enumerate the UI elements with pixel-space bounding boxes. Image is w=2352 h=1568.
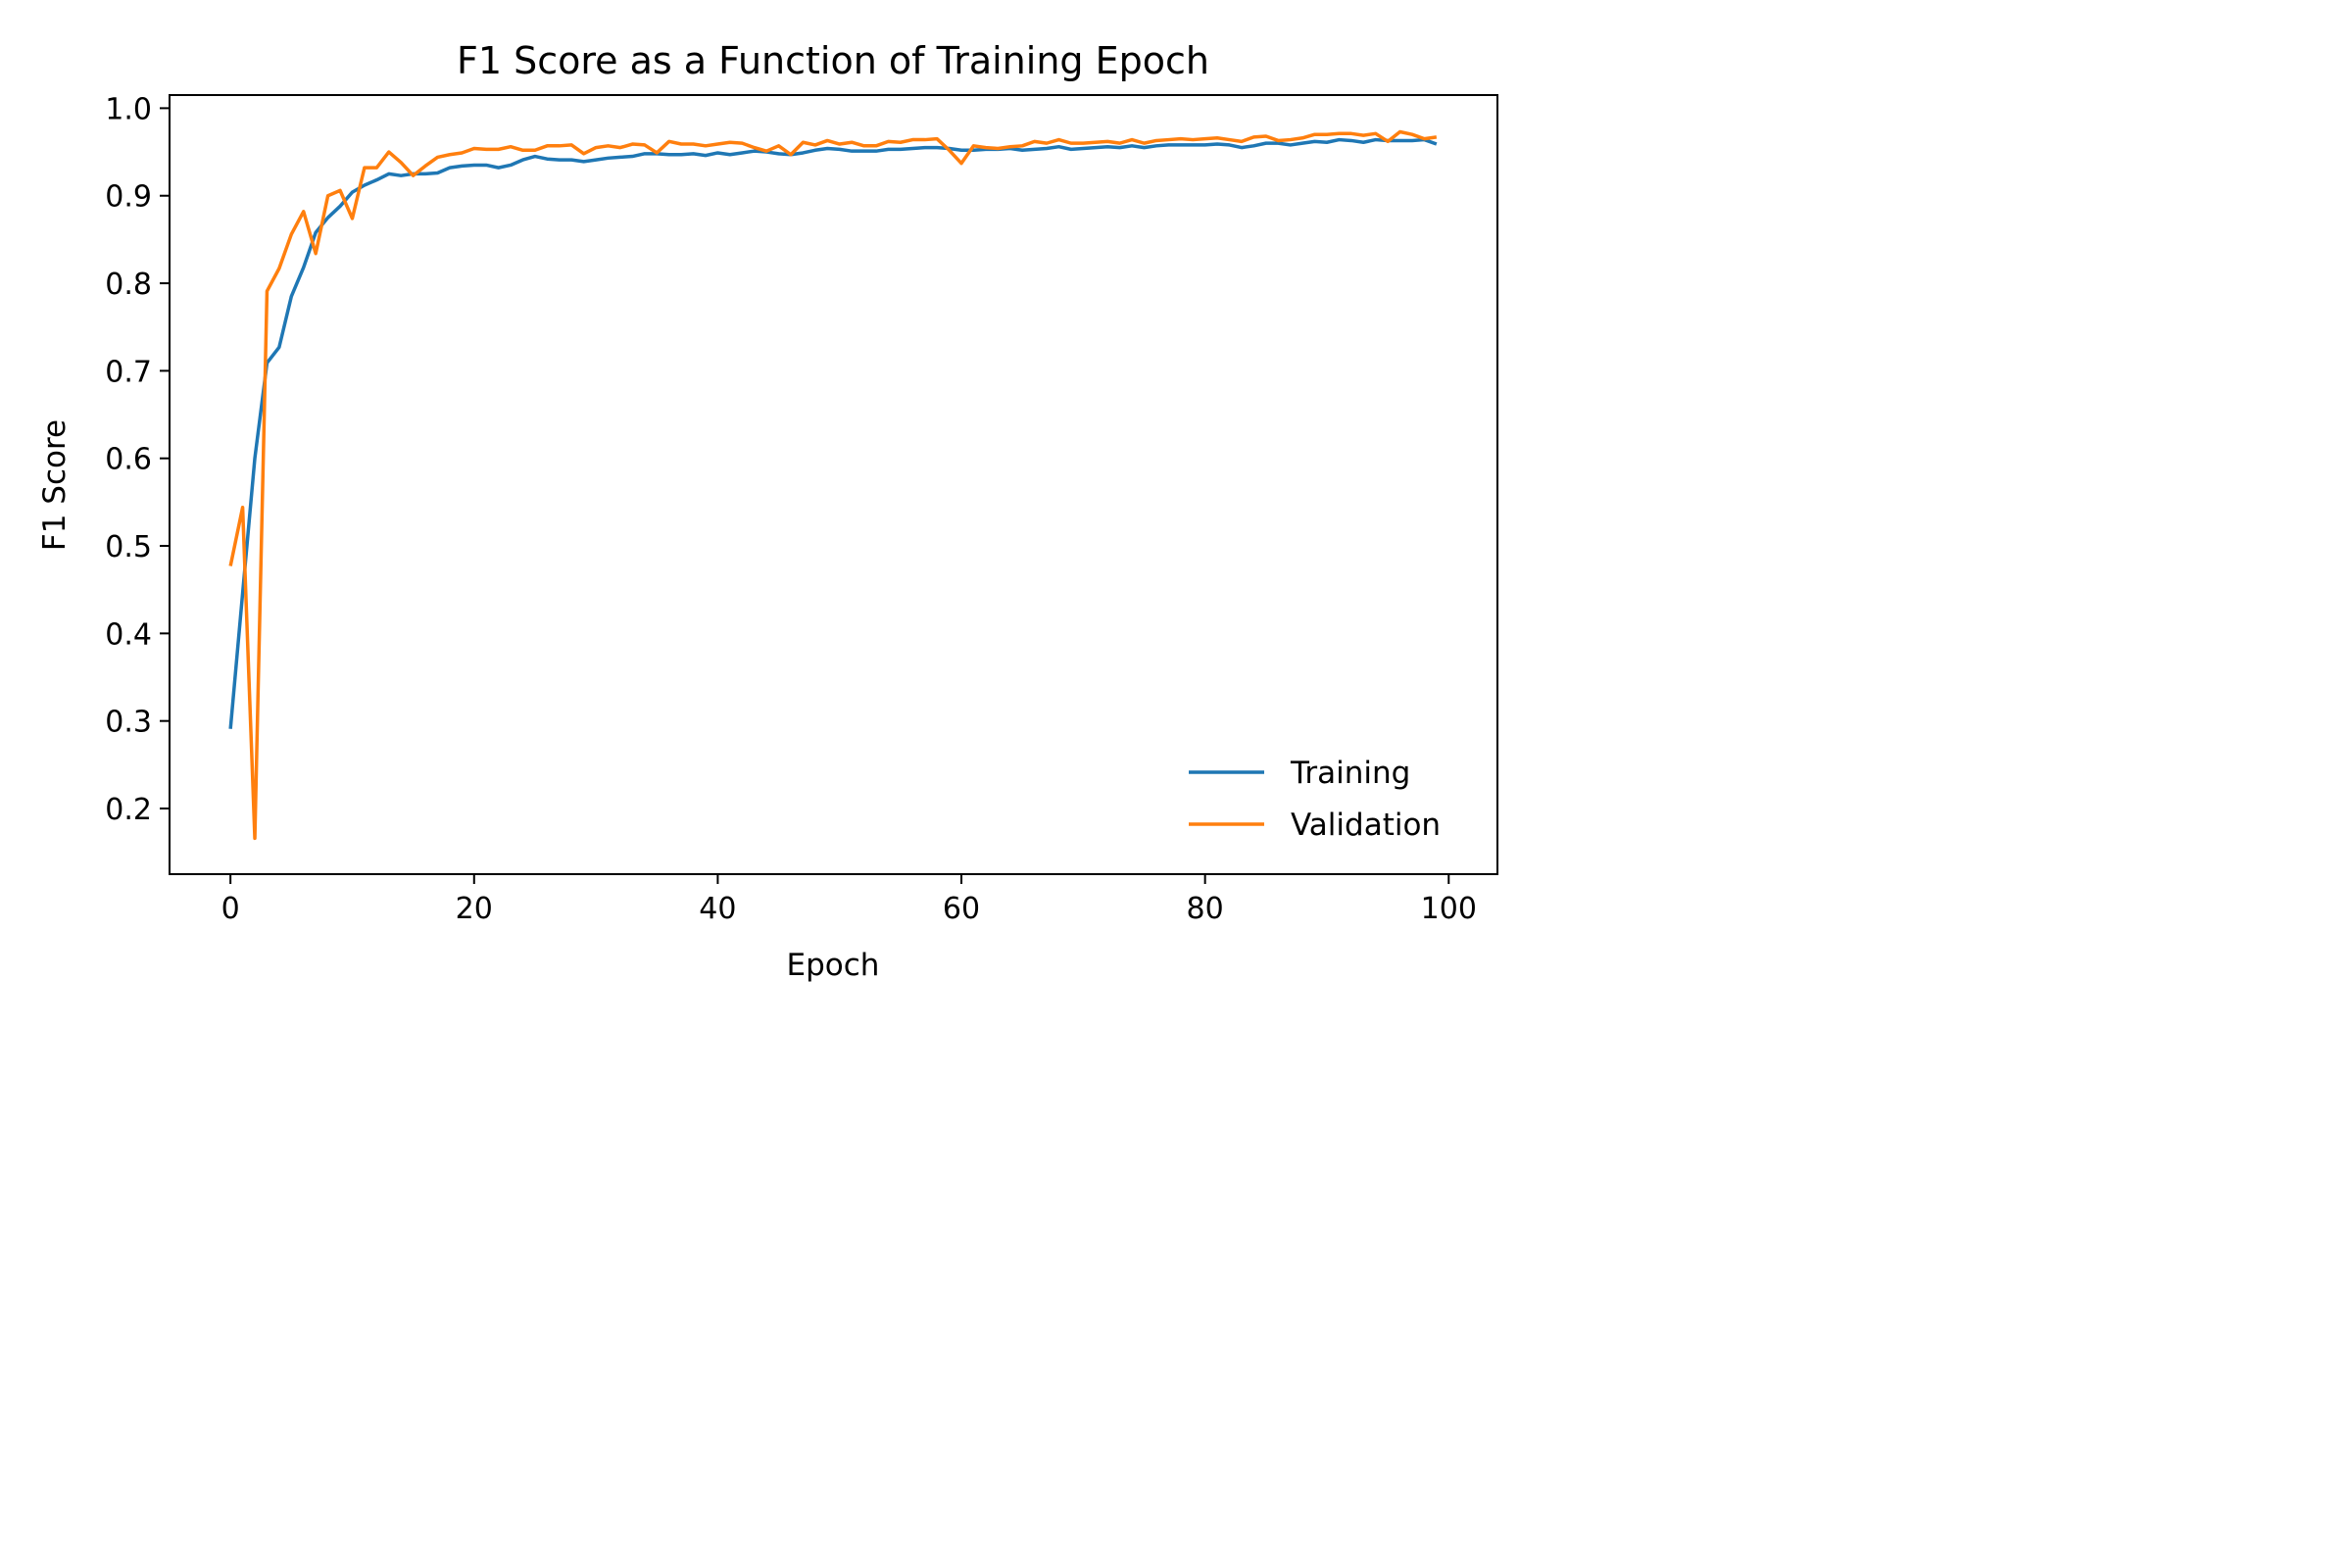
y-tick-label: 0.4: [105, 617, 152, 652]
y-tick-label: 0.9: [105, 180, 152, 215]
x-axis-label: Epoch: [787, 948, 880, 983]
x-tick-label: 100: [1421, 892, 1477, 926]
y-tick-label: 1.0: [105, 92, 152, 126]
x-tick-label: 40: [699, 892, 736, 926]
x-tick-label: 60: [943, 892, 980, 926]
y-tick-label: 0.7: [105, 355, 152, 389]
x-tick-label: 20: [456, 892, 493, 926]
y-tick-label: 0.5: [105, 530, 152, 564]
series-layer: [228, 129, 1438, 841]
y-tick-label: 0.2: [105, 793, 152, 827]
y-axis-ticks: 0.2 0.3 0.4 0.5 0.6 0.7 0.8 0.9 1.0: [105, 92, 170, 827]
chart-title: F1 Score as a Function of Training Epoch: [457, 39, 1209, 82]
x-tick-label: 0: [221, 892, 240, 926]
plot-frame: [169, 94, 1498, 875]
legend: Training Validation: [1189, 756, 1441, 843]
y-tick-label: 0.3: [105, 706, 152, 740]
legend-label-validation: Validation: [1291, 808, 1441, 843]
x-axis-ticks: 0 20 40 60 80 100: [221, 874, 1477, 926]
series-line-validation: [228, 129, 1438, 841]
chart-background: [0, 0, 1527, 1017]
legend-label-training: Training: [1290, 756, 1410, 791]
series-line-training: [228, 137, 1438, 729]
y-tick-label: 0.8: [105, 268, 152, 302]
y-tick-label: 0.6: [105, 443, 152, 477]
line-chart: F1 Score as a Function of Training Epoch…: [0, 0, 1527, 1017]
x-tick-label: 80: [1187, 892, 1224, 926]
y-axis-label: F1 Score: [37, 419, 73, 551]
